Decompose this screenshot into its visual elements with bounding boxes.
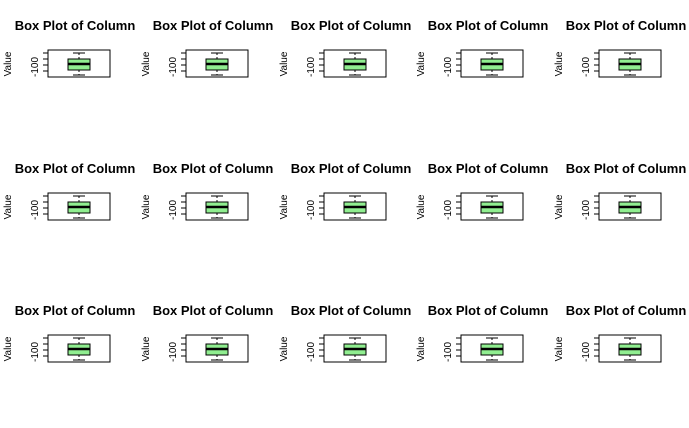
chart-title: Box Plot of Column <box>565 303 687 318</box>
y-tick-label: -100 <box>30 342 41 362</box>
box-plot-svg: -100 Value <box>141 192 249 221</box>
box-plot-panel: Box Plot of Column -100 Value <box>276 0 413 142</box>
y-tick-label: -100 <box>443 200 454 220</box>
chart-title: Box Plot of Column <box>290 303 412 318</box>
y-axis-label: Value <box>554 194 565 219</box>
y-tick-label: -100 <box>581 342 592 362</box>
chart-title: Box Plot of Column <box>565 161 687 176</box>
plot-frame <box>460 334 524 363</box>
y-tick-label: -100 <box>443 342 454 362</box>
box-plot-panel: Box Plot of Column -100 Value <box>276 285 413 427</box>
plot-frame <box>598 49 662 78</box>
plot-frame <box>460 49 524 78</box>
chart-title: Box Plot of Column <box>290 161 412 176</box>
y-axis-label: Value <box>3 336 14 361</box>
y-axis-label: Value <box>3 51 14 76</box>
plot-frame <box>185 334 249 363</box>
box-plot-panel: Box Plot of Column -100 Value <box>551 143 688 285</box>
plot-frame <box>598 334 662 363</box>
plot-frame <box>460 192 524 221</box>
chart-title: Box Plot of Column <box>14 18 136 33</box>
box-plot-svg: -100 Value <box>3 49 111 78</box>
y-axis-label: Value <box>416 51 427 76</box>
chart-title: Box Plot of Column <box>565 18 687 33</box>
box-plot-panel: Box Plot of Column -100 Value <box>551 0 688 142</box>
y-axis-label: Value <box>279 336 290 361</box>
chart-title: Box Plot of Column <box>427 18 549 33</box>
box-plot-panel: Box Plot of Column -100 Value <box>413 143 550 285</box>
chart-title: Box Plot of Column <box>152 18 274 33</box>
box-plot-svg: -100 Value <box>279 49 387 78</box>
box-plot-panel: Box Plot of Column -100 Value <box>413 0 550 142</box>
chart-title: Box Plot of Column <box>427 303 549 318</box>
y-tick-label: -100 <box>443 57 454 77</box>
box-plot-svg: -100 Value <box>416 49 524 78</box>
chart-title: Box Plot of Column <box>290 18 412 33</box>
y-axis-label: Value <box>416 194 427 219</box>
y-axis-label: Value <box>141 51 152 76</box>
y-axis-label: Value <box>554 336 565 361</box>
chart-title: Box Plot of Column <box>152 161 274 176</box>
box-plot-svg: -100 Value <box>554 192 662 221</box>
box-plot-panel: Box Plot of Column -100 Value <box>0 285 137 427</box>
box-plot-panel: Box Plot of Column -100 Value <box>413 285 550 427</box>
y-tick-label: -100 <box>168 342 179 362</box>
box-plot-panel: Box Plot of Column -100 Value <box>0 143 137 285</box>
box-plot-svg: -100 Value <box>141 49 249 78</box>
y-tick-label: -100 <box>30 57 41 77</box>
box-plot-svg: -100 Value <box>554 334 662 363</box>
y-tick-label: -100 <box>306 57 317 77</box>
chart-title: Box Plot of Column <box>14 161 136 176</box>
plot-frame <box>47 334 111 363</box>
plot-frame <box>185 49 249 78</box>
plot-frame <box>185 192 249 221</box>
plot-frame <box>47 192 111 221</box>
box-plot-svg: -100 Value <box>141 334 249 363</box>
y-axis-label: Value <box>279 51 290 76</box>
chart-title: Box Plot of Column <box>14 303 136 318</box>
y-tick-label: -100 <box>306 200 317 220</box>
y-axis-label: Value <box>554 51 565 76</box>
y-tick-label: -100 <box>30 200 41 220</box>
y-tick-label: -100 <box>581 200 592 220</box>
y-axis-label: Value <box>3 194 14 219</box>
y-tick-label: -100 <box>581 57 592 77</box>
chart-title: Box Plot of Column <box>427 161 549 176</box>
y-axis-label: Value <box>279 194 290 219</box>
plot-frame <box>323 334 387 363</box>
box-plot-svg: -100 Value <box>279 334 387 363</box>
box-plot-panel: Box Plot of Column -100 Value <box>0 0 137 142</box>
box-plot-svg: -100 Value <box>416 192 524 221</box>
box-plot-svg: -100 Value <box>416 334 524 363</box>
plot-frame <box>47 49 111 78</box>
y-tick-label: -100 <box>306 342 317 362</box>
box-plot-svg: -100 Value <box>3 192 111 221</box>
box-plot-svg: -100 Value <box>554 49 662 78</box>
y-axis-label: Value <box>141 194 152 219</box>
y-tick-label: -100 <box>168 57 179 77</box>
box-plot-panel: Box Plot of Column -100 Value <box>276 143 413 285</box>
plot-frame <box>323 49 387 78</box>
box-plot-svg: -100 Value <box>279 192 387 221</box>
plot-frame <box>598 192 662 221</box>
plot-frame <box>323 192 387 221</box>
box-plot-panel: Box Plot of Column -100 Value <box>551 285 688 427</box>
box-plot-svg: -100 Value <box>3 334 111 363</box>
box-plot-panel: Box Plot of Column -100 Value <box>138 0 275 142</box>
y-tick-label: -100 <box>168 200 179 220</box>
chart-title: Box Plot of Column <box>152 303 274 318</box>
y-axis-label: Value <box>141 336 152 361</box>
box-plot-panel: Box Plot of Column -100 Value <box>138 285 275 427</box>
y-axis-label: Value <box>416 336 427 361</box>
box-plot-panel: Box Plot of Column -100 Value <box>138 143 275 285</box>
